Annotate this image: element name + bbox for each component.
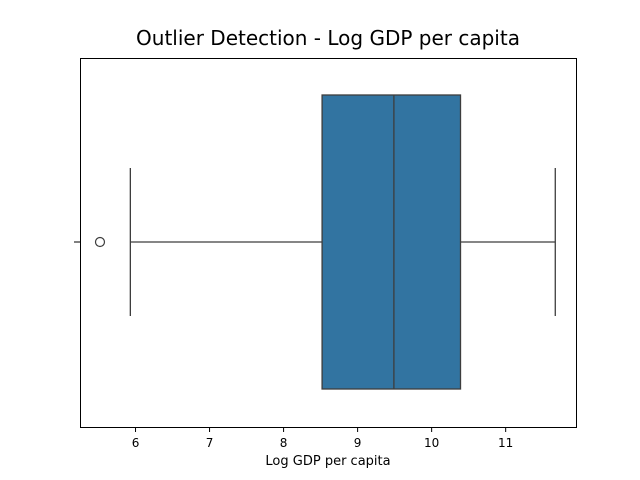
x-tick-label: 7: [206, 436, 214, 450]
x-tick-label: 8: [280, 436, 288, 450]
plot-area-frame: [80, 58, 577, 428]
iqr-box: [321, 94, 462, 390]
chart-title: Outlier Detection - Log GDP per capita: [136, 26, 520, 50]
x-axis-ticks: 6 7 8 9 10 11: [132, 427, 513, 450]
chart-marks: [94, 94, 556, 390]
x-tick-label: 11: [498, 436, 513, 450]
x-tick-label: 10: [424, 436, 439, 450]
x-axis-label: Log GDP per capita: [265, 454, 391, 469]
x-tick-label: 6: [132, 436, 140, 450]
x-tick-label: 9: [354, 436, 362, 450]
outlier-point: [94, 236, 106, 248]
